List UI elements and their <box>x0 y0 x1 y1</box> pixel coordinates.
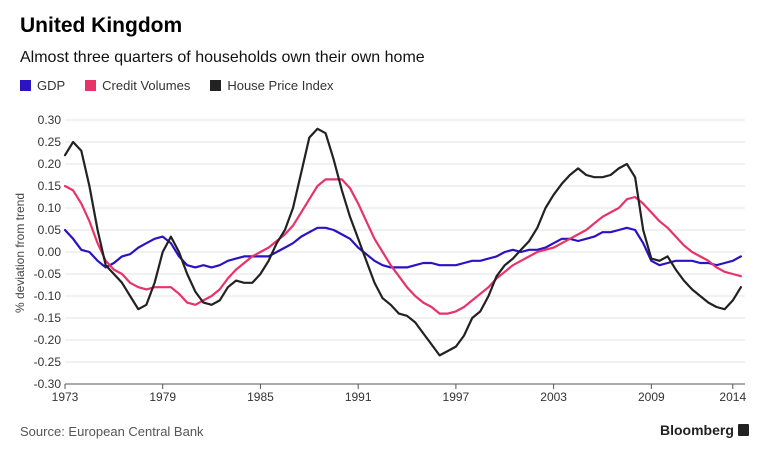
x-tick-label: 2003 <box>540 390 567 404</box>
chart-subtitle: Almost three quarters of households own … <box>20 49 425 66</box>
y-tick-label: -0.20 <box>34 333 62 347</box>
series-layer <box>63 127 743 357</box>
y-tick-label: -0.10 <box>34 289 62 303</box>
bloomberg-terminal-icon <box>737 424 749 436</box>
y-axis-label: % deviation from trend <box>13 193 27 313</box>
y-tick-label: 0.25 <box>38 135 62 149</box>
y-tick-label: -0.25 <box>34 355 62 369</box>
legend-label-credit-volumes: Credit Volumes <box>102 78 191 93</box>
legend-label-house-price-index: House Price Index <box>227 78 334 93</box>
x-tick-label: 1985 <box>247 390 274 404</box>
legend: GDP Credit Volumes House Price Index <box>20 78 334 93</box>
x-tick-label: 1997 <box>443 390 470 404</box>
legend-label-gdp: GDP <box>37 78 66 93</box>
x-tick-label: 1973 <box>52 390 79 404</box>
y-tick-label: 0.30 <box>38 113 62 127</box>
source-note: Source: European Central Bank <box>20 424 204 439</box>
series-line-gdp <box>63 226 743 269</box>
legend-item-house-price-index: House Price Index <box>210 78 334 93</box>
y-tick-label: 0.00 <box>38 245 62 259</box>
x-tick-label: 1991 <box>345 390 372 404</box>
series-line-house-price-index <box>63 127 743 357</box>
legend-swatch-credit-volumes <box>85 80 97 91</box>
y-tick-label: 0.05 <box>38 223 62 237</box>
legend-item-gdp: GDP <box>20 78 65 93</box>
y-tick-label: 0.15 <box>38 179 62 193</box>
grid-layer <box>65 119 745 385</box>
legend-swatch-house-price-index <box>210 80 222 91</box>
x-tick-label: 2014 <box>719 390 746 404</box>
y-tick-label: -0.05 <box>34 267 62 281</box>
y-tick-label: 0.20 <box>38 157 62 171</box>
legend-item-credit-volumes: Credit Volumes <box>85 78 190 93</box>
x-tick-label: 2009 <box>638 390 665 404</box>
axis-layer: 0.30 0.25 0.20 0.15 0.10 0.05 0.00 -0.05 -0.10 -0… <box>34 113 747 404</box>
series-line-credit-volumes <box>63 178 743 315</box>
x-tick-label: 1979 <box>149 390 176 404</box>
chart-title: United Kingdom <box>20 14 183 37</box>
brand-name: Bloomberg <box>660 422 734 438</box>
legend-swatch-gdp <box>20 80 31 91</box>
y-tick-label: 0.10 <box>38 201 62 215</box>
brand-logo: Bloomberg <box>660 422 749 438</box>
y-tick-label: -0.30 <box>34 377 62 391</box>
y-tick-label: -0.15 <box>34 311 62 325</box>
